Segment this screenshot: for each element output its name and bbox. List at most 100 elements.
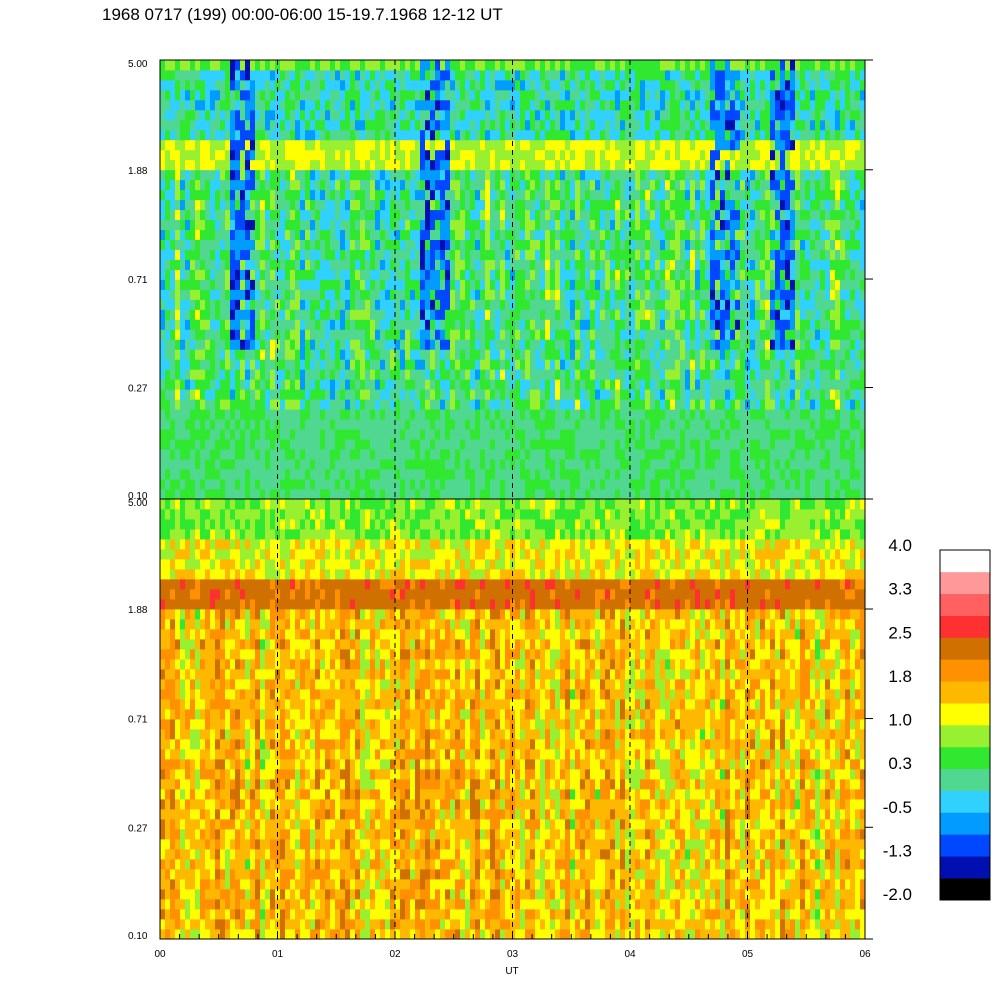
heatmap-cell — [450, 89, 456, 101]
heatmap-cell — [460, 289, 466, 300]
heatmap-cell — [715, 439, 721, 450]
heatmap-cell — [645, 349, 651, 360]
heatmap-cell — [690, 299, 696, 310]
heatmap-cell — [395, 449, 401, 460]
heatmap-cell — [710, 429, 716, 440]
heatmap-cell — [670, 209, 676, 221]
heatmap-cell — [470, 349, 476, 360]
heatmap-cell — [365, 119, 371, 131]
heatmap-cell — [370, 439, 376, 450]
heatmap-cell — [605, 60, 611, 71]
heatmap-cell — [685, 379, 691, 390]
heatmap-cell — [430, 159, 436, 171]
heatmap-cell — [520, 109, 526, 121]
heatmap-cell — [180, 439, 186, 450]
heatmap-cell — [410, 109, 416, 121]
heatmap-cell — [680, 79, 686, 91]
heatmap-cell — [670, 179, 676, 191]
heatmap-cell — [310, 419, 316, 430]
heatmap-cell — [500, 209, 506, 221]
heatmap-cell — [290, 469, 296, 480]
heatmap-cell — [340, 269, 346, 280]
heatmap-cell — [720, 239, 726, 250]
heatmap-cell — [170, 299, 176, 310]
heatmap-cell — [305, 269, 311, 280]
heatmap-cell — [495, 129, 501, 141]
heatmap-cell — [640, 309, 646, 320]
heatmap-cell — [455, 149, 461, 161]
heatmap-cell — [445, 339, 451, 350]
heatmap-cell — [405, 349, 411, 360]
heatmap-cell — [520, 449, 526, 460]
heatmap-cell — [540, 99, 546, 111]
heatmap-cell — [715, 299, 721, 310]
heatmap-cell — [345, 329, 351, 340]
heatmap-cell — [280, 289, 286, 300]
heatmap-cell — [340, 459, 346, 470]
heatmap-cell — [490, 309, 496, 320]
heatmap-cell — [290, 399, 296, 410]
heatmap-cell — [645, 279, 651, 290]
heatmap-cell — [455, 289, 461, 300]
heatmap-cell — [380, 369, 386, 380]
heatmap-cell — [220, 189, 226, 201]
heatmap-cell — [240, 479, 246, 490]
heatmap-cell — [675, 309, 681, 320]
heatmap-cell — [215, 259, 221, 270]
heatmap-cell — [470, 389, 476, 400]
heatmap-cell — [370, 249, 376, 260]
heatmap-cell — [645, 229, 651, 240]
heatmap-cell — [690, 239, 696, 250]
heatmap-cell — [175, 279, 181, 290]
heatmap-cell — [370, 189, 376, 201]
heatmap-cell — [630, 199, 636, 211]
heatmap-cell — [285, 69, 291, 81]
heatmap-cell — [350, 409, 356, 420]
heatmap-cell — [370, 60, 376, 71]
heatmap-cell — [285, 479, 291, 490]
heatmap-cell — [550, 209, 556, 221]
heatmap-cell — [550, 419, 556, 430]
heatmap-cell — [535, 99, 541, 111]
heatmap-cell — [450, 319, 456, 330]
heatmap-cell — [505, 89, 511, 101]
heatmap-cell — [345, 219, 351, 231]
heatmap-cell — [545, 60, 551, 71]
heatmap-cell — [390, 69, 396, 81]
heatmap-cell — [450, 409, 456, 420]
heatmap-cell — [365, 379, 371, 390]
heatmap-cell — [565, 389, 571, 400]
heatmap-cell — [290, 359, 296, 370]
heatmap-cell — [485, 329, 491, 340]
heatmap-cell — [300, 409, 306, 420]
heatmap-cell — [615, 259, 621, 270]
heatmap-cell — [260, 419, 266, 430]
heatmap-cell — [540, 139, 546, 151]
heatmap-cell — [195, 129, 201, 141]
heatmap-cell — [480, 269, 486, 280]
heatmap-cell — [425, 149, 431, 161]
heatmap-cell — [405, 369, 411, 380]
heatmap-cell — [225, 329, 231, 340]
heatmap-cell — [220, 219, 226, 231]
heatmap-cell — [265, 469, 271, 480]
heatmap-cell — [455, 379, 461, 390]
heatmap-cell — [510, 249, 516, 260]
heatmap-cell — [500, 359, 506, 370]
heatmap-cell — [625, 299, 631, 310]
heatmap-cell — [170, 229, 176, 240]
heatmap-cell — [605, 369, 611, 380]
heatmap-cell — [215, 229, 221, 240]
heatmap-cell — [555, 329, 561, 340]
heatmap-cell — [585, 459, 591, 470]
heatmap-cell — [655, 119, 661, 131]
heatmap-cell — [575, 99, 581, 111]
heatmap-cell — [705, 269, 711, 280]
heatmap-cell — [620, 149, 626, 161]
heatmap-cell — [410, 69, 416, 81]
heatmap-cell — [575, 289, 581, 300]
heatmap-cell — [550, 159, 556, 171]
heatmap-cell — [710, 489, 716, 499]
heatmap-cell — [330, 329, 336, 340]
heatmap-cell — [250, 159, 256, 171]
